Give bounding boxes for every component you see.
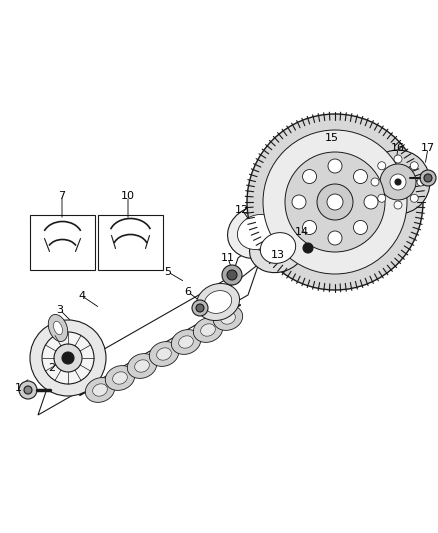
Text: 13: 13 bbox=[271, 250, 285, 260]
Text: 16: 16 bbox=[391, 143, 405, 153]
Ellipse shape bbox=[157, 348, 171, 360]
Circle shape bbox=[222, 265, 242, 285]
Ellipse shape bbox=[260, 232, 296, 263]
Circle shape bbox=[54, 344, 82, 372]
Circle shape bbox=[328, 231, 342, 245]
Bar bbox=[30, 215, 95, 270]
Circle shape bbox=[285, 152, 385, 252]
Text: 6: 6 bbox=[184, 287, 191, 297]
Ellipse shape bbox=[196, 284, 240, 320]
Ellipse shape bbox=[213, 305, 243, 330]
Text: 3: 3 bbox=[57, 305, 64, 315]
Text: 17: 17 bbox=[421, 143, 435, 153]
Ellipse shape bbox=[250, 223, 307, 273]
Text: 10: 10 bbox=[121, 191, 135, 201]
Circle shape bbox=[19, 381, 37, 399]
Text: 12: 12 bbox=[235, 205, 249, 215]
Bar bbox=[98, 215, 163, 270]
Ellipse shape bbox=[193, 318, 223, 342]
Circle shape bbox=[196, 304, 204, 312]
Text: 7: 7 bbox=[58, 191, 66, 201]
Text: 1: 1 bbox=[14, 383, 21, 393]
Circle shape bbox=[353, 221, 367, 235]
Ellipse shape bbox=[149, 342, 179, 366]
Circle shape bbox=[303, 169, 317, 183]
Circle shape bbox=[395, 179, 401, 185]
Circle shape bbox=[410, 194, 418, 202]
Text: 4: 4 bbox=[78, 291, 85, 301]
Ellipse shape bbox=[127, 353, 157, 378]
Circle shape bbox=[303, 243, 313, 253]
Ellipse shape bbox=[171, 329, 201, 354]
Ellipse shape bbox=[53, 321, 63, 335]
Text: 14: 14 bbox=[295, 227, 309, 237]
Ellipse shape bbox=[201, 324, 215, 336]
Circle shape bbox=[263, 130, 407, 274]
Circle shape bbox=[424, 174, 432, 182]
Text: 11: 11 bbox=[221, 253, 235, 263]
Ellipse shape bbox=[48, 314, 68, 342]
Circle shape bbox=[353, 169, 367, 183]
Circle shape bbox=[378, 161, 386, 169]
Circle shape bbox=[327, 194, 343, 210]
Circle shape bbox=[394, 201, 402, 209]
Circle shape bbox=[371, 178, 379, 186]
Circle shape bbox=[42, 332, 94, 384]
Ellipse shape bbox=[179, 336, 193, 348]
Polygon shape bbox=[228, 188, 328, 288]
Circle shape bbox=[292, 195, 306, 209]
Circle shape bbox=[378, 194, 386, 202]
Circle shape bbox=[328, 159, 342, 173]
Circle shape bbox=[62, 352, 74, 364]
Circle shape bbox=[30, 320, 106, 396]
Ellipse shape bbox=[93, 384, 107, 396]
Circle shape bbox=[317, 184, 353, 220]
Text: 15: 15 bbox=[325, 133, 339, 143]
Ellipse shape bbox=[228, 205, 289, 259]
Circle shape bbox=[390, 174, 406, 190]
Ellipse shape bbox=[237, 214, 279, 249]
Circle shape bbox=[192, 300, 208, 316]
Circle shape bbox=[24, 386, 32, 394]
Circle shape bbox=[366, 150, 430, 214]
Ellipse shape bbox=[113, 372, 127, 384]
Circle shape bbox=[247, 114, 423, 290]
Circle shape bbox=[417, 178, 425, 186]
Circle shape bbox=[410, 161, 418, 169]
Circle shape bbox=[227, 270, 237, 280]
Polygon shape bbox=[38, 260, 260, 415]
Circle shape bbox=[420, 170, 436, 186]
Ellipse shape bbox=[134, 360, 149, 372]
Text: 5: 5 bbox=[165, 267, 172, 277]
Circle shape bbox=[380, 164, 416, 200]
Circle shape bbox=[364, 195, 378, 209]
Ellipse shape bbox=[105, 366, 134, 390]
Ellipse shape bbox=[221, 312, 235, 324]
Ellipse shape bbox=[204, 290, 232, 313]
Circle shape bbox=[303, 221, 317, 235]
Text: 2: 2 bbox=[49, 363, 56, 373]
Ellipse shape bbox=[85, 377, 115, 402]
Circle shape bbox=[394, 155, 402, 163]
